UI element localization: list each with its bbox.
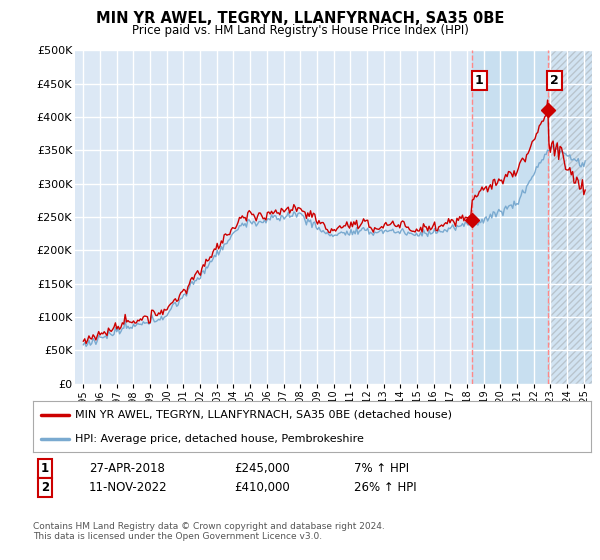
Text: Contains HM Land Registry data © Crown copyright and database right 2024.
This d: Contains HM Land Registry data © Crown c… [33,522,385,542]
Text: £410,000: £410,000 [234,480,290,494]
Text: 27-APR-2018: 27-APR-2018 [89,462,164,475]
Bar [75,50,472,384]
Text: 2: 2 [550,74,559,87]
Bar [548,50,592,384]
Text: 11-NOV-2022: 11-NOV-2022 [89,480,167,494]
Bar [472,50,548,384]
Bar [548,50,592,384]
Text: 26% ↑ HPI: 26% ↑ HPI [354,480,416,494]
Text: £245,000: £245,000 [234,462,290,475]
Text: 7% ↑ HPI: 7% ↑ HPI [354,462,409,475]
Text: MIN YR AWEL, TEGRYN, LLANFYRNACH, SA35 0BE: MIN YR AWEL, TEGRYN, LLANFYRNACH, SA35 0… [96,11,504,26]
Text: 1: 1 [41,462,49,475]
Text: 1: 1 [475,74,484,87]
Text: HPI: Average price, detached house, Pembrokeshire: HPI: Average price, detached house, Pemb… [75,433,364,444]
Text: Price paid vs. HM Land Registry's House Price Index (HPI): Price paid vs. HM Land Registry's House … [131,24,469,37]
Text: MIN YR AWEL, TEGRYN, LLANFYRNACH, SA35 0BE (detached house): MIN YR AWEL, TEGRYN, LLANFYRNACH, SA35 0… [75,410,452,420]
Text: 2: 2 [41,480,49,494]
Bar [548,50,592,384]
